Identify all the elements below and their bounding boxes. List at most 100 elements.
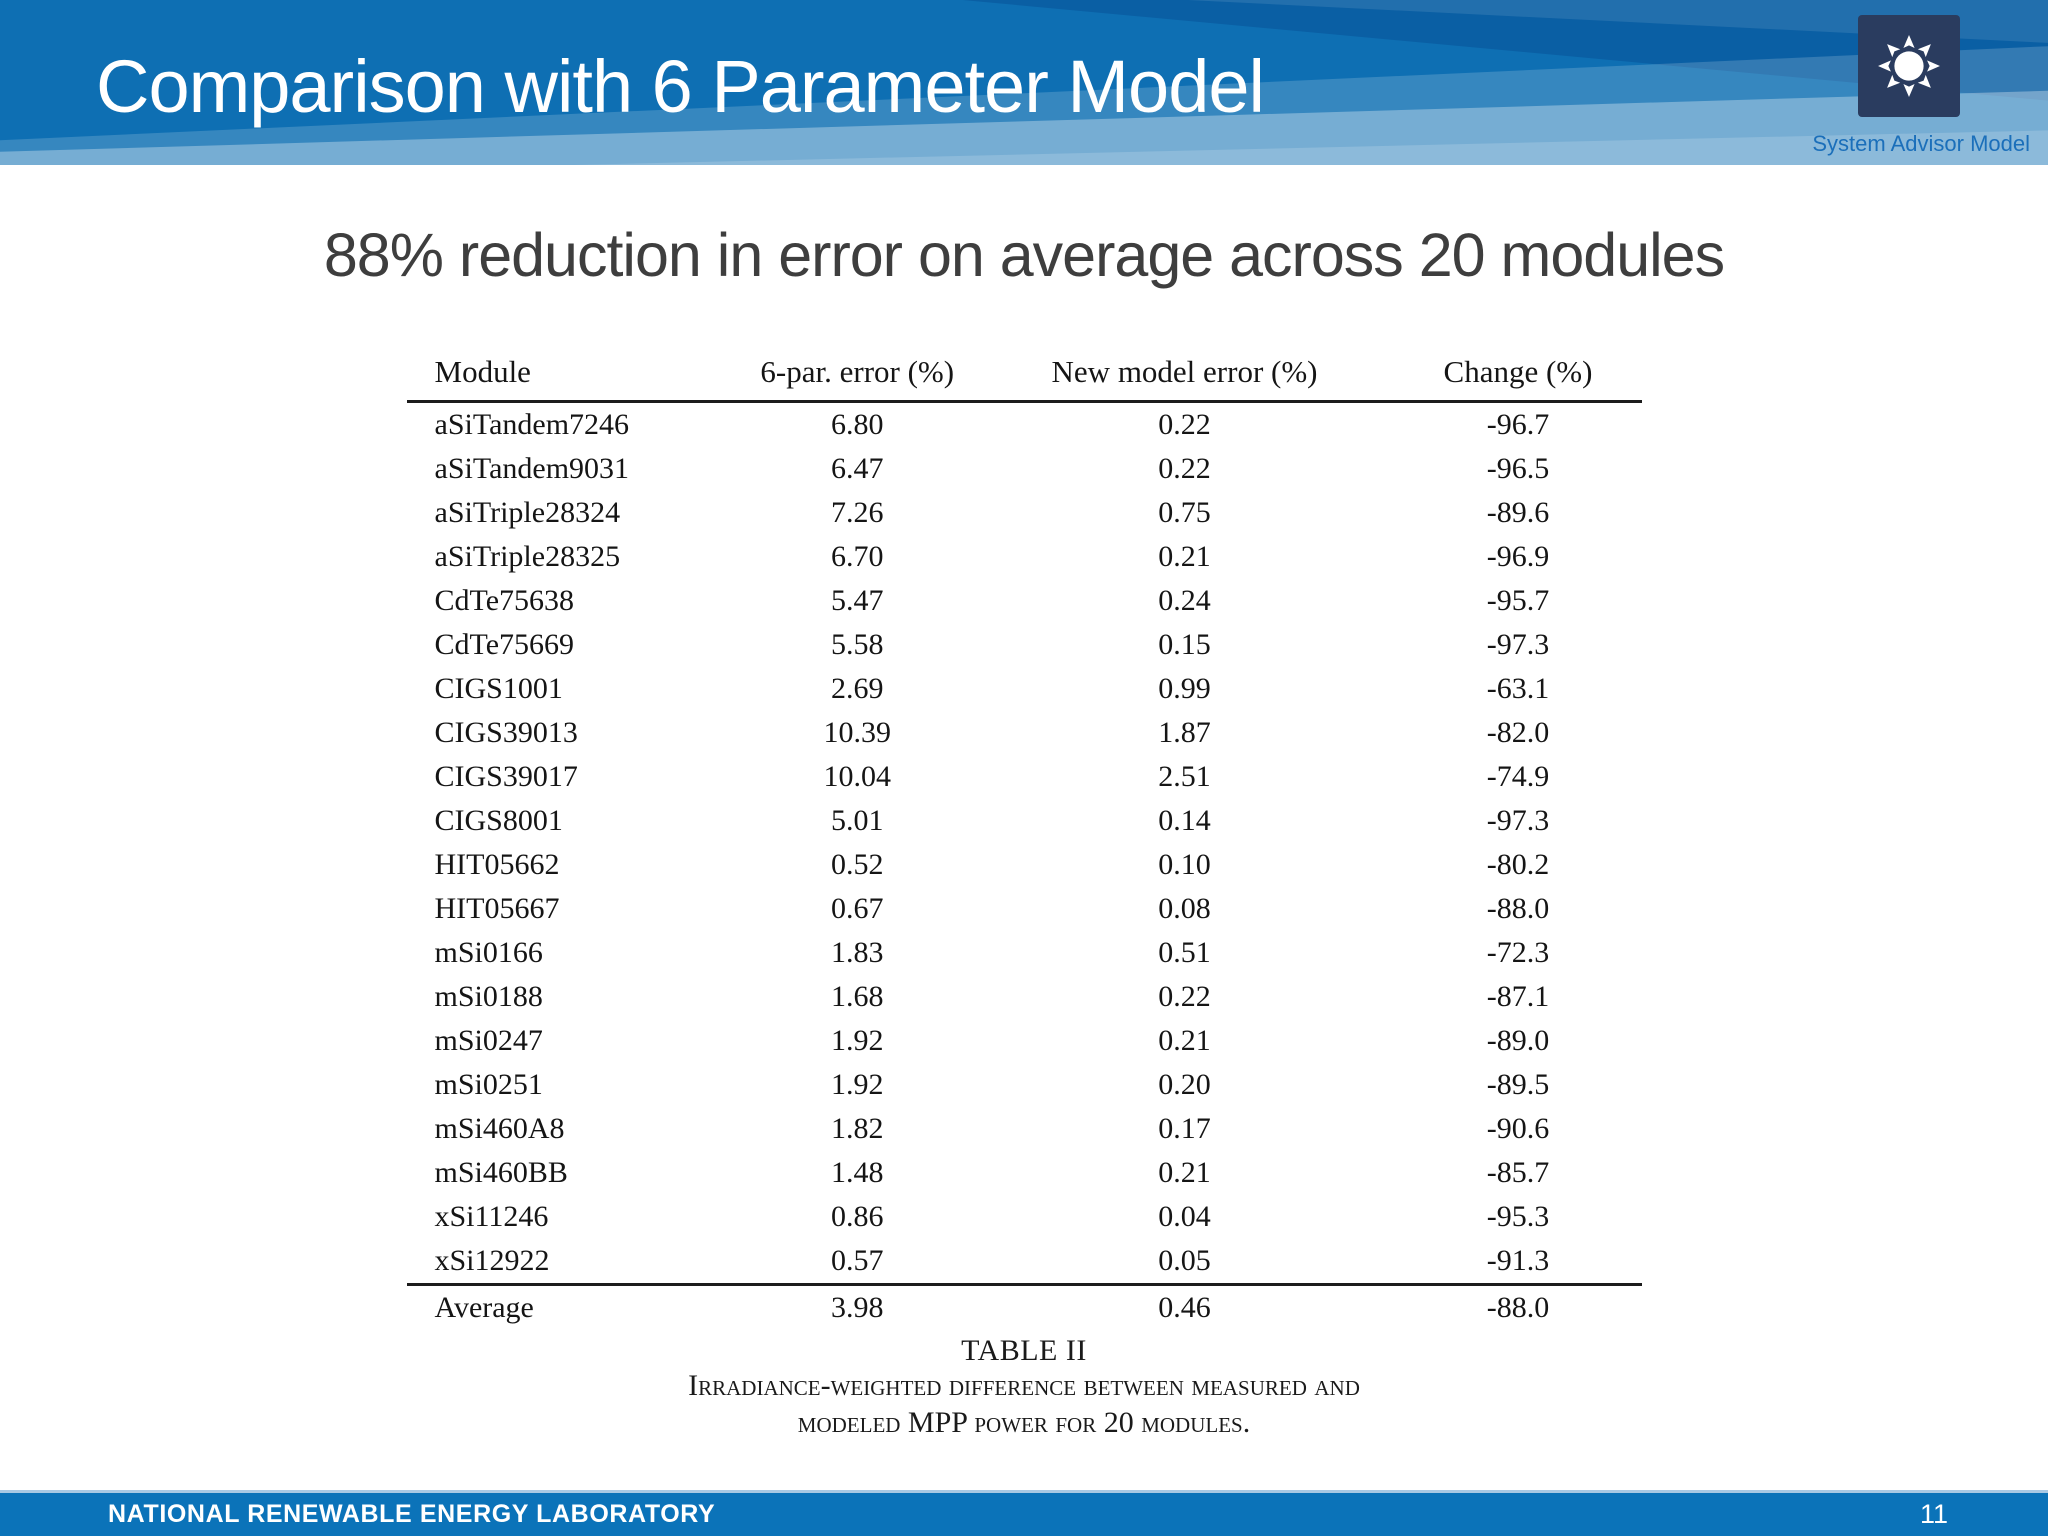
footer-organization: NATIONAL RENEWABLE ENERGY LABORATORY: [108, 1500, 716, 1528]
table-row: CIGS1001 2.69 0.99 -63.1: [407, 667, 1642, 711]
column-header-change: Change (%): [1394, 350, 1642, 403]
module-cell: CdTe75669: [434, 628, 575, 661]
module-cell: aSiTandem9031: [434, 452, 630, 485]
sun-icon: [1878, 35, 1940, 97]
module-cell: aSiTandem7246: [434, 408, 630, 441]
module-cell: xSi11246: [434, 1200, 549, 1233]
value-cell: 1.82: [831, 1112, 884, 1145]
table-row: CdTe75669 5.58 0.15 -97.3: [407, 623, 1642, 667]
value-cell: 0.22: [1158, 980, 1211, 1013]
table-row: aSiTriple28325 6.70 0.21 -96.9: [407, 535, 1642, 579]
value-cell: 0.75: [1158, 496, 1211, 529]
table-row: CIGS39017 10.04 2.51 -74.9: [407, 755, 1642, 799]
value-cell: -74.9: [1486, 760, 1550, 793]
footer-page-number: 11: [1919, 1499, 1948, 1529]
table-row: mSi0247 1.92 0.21 -89.0: [407, 1019, 1642, 1063]
module-cell: mSi0188: [434, 980, 543, 1013]
value-cell: -89.6: [1486, 496, 1550, 529]
table-caption-line1: Irradiance-weighted difference between m…: [688, 1369, 1360, 1402]
column-header-6par-error: 6-par. error (%): [739, 350, 975, 403]
value-cell: -95.3: [1486, 1200, 1550, 1233]
table-row: xSi12922 0.57 0.05 -91.3: [407, 1239, 1642, 1285]
value-cell: -87.1: [1486, 980, 1550, 1013]
value-cell: 6.70: [831, 540, 884, 573]
slide-footer: NATIONAL RENEWABLE ENERGY LABORATORY 11: [0, 1490, 2048, 1536]
value-cell: 5.47: [831, 584, 884, 617]
table-row: HIT05662 0.52 0.10 -80.2: [407, 843, 1642, 887]
table-body: aSiTandem7246 6.80 0.22 -96.7 aSiTandem9031 6…: [407, 402, 1642, 1285]
sam-logo-caption: System Advisor Model: [1812, 131, 2030, 156]
value-cell: -96.7: [1486, 408, 1550, 441]
value-cell: 10.04: [823, 760, 892, 793]
table-row: HIT05667 0.67 0.08 -88.0: [407, 887, 1642, 931]
value-cell: -96.9: [1486, 540, 1550, 573]
value-cell: -89.5: [1486, 1068, 1550, 1101]
value-cell: 0.04: [1158, 1200, 1211, 1233]
summary-value: 3.98: [739, 1283, 975, 1330]
value-cell: 0.05: [1158, 1244, 1211, 1277]
value-cell: -90.6: [1486, 1112, 1550, 1145]
table-row: CdTe75638 5.47 0.24 -95.7: [407, 579, 1642, 623]
value-cell: 0.10: [1158, 848, 1211, 881]
module-cell: mSi0251: [434, 1068, 543, 1101]
table-row: xSi11246 0.86 0.04 -95.3: [407, 1195, 1642, 1239]
value-cell: 0.22: [1158, 408, 1211, 441]
table-row: aSiTandem9031 6.47 0.22 -96.5: [407, 447, 1642, 491]
module-cell: mSi460A8: [434, 1112, 565, 1145]
value-cell: -89.0: [1486, 1024, 1550, 1057]
summary-label: Average: [406, 1283, 740, 1330]
value-cell: 0.21: [1158, 540, 1211, 573]
value-cell: 0.24: [1158, 584, 1211, 617]
value-cell: 0.15: [1158, 628, 1211, 661]
module-cell: CIGS8001: [434, 804, 563, 837]
value-cell: 2.69: [831, 672, 884, 705]
value-cell: 0.21: [1158, 1156, 1211, 1189]
value-cell: -96.5: [1486, 452, 1550, 485]
table-row: mSi460A8 1.82 0.17 -90.6: [407, 1107, 1642, 1151]
value-cell: 0.86: [831, 1200, 884, 1233]
value-cell: 5.01: [831, 804, 884, 837]
value-cell: -97.3: [1486, 628, 1550, 661]
table-row: CIGS39013 10.39 1.87 -82.0: [407, 711, 1642, 755]
value-cell: 0.57: [831, 1244, 884, 1277]
sam-logo: [1858, 15, 1960, 117]
module-cell: aSiTriple28324: [434, 496, 621, 529]
module-cell: HIT05662: [434, 848, 560, 881]
slide-header: Comparison with 6 Parameter Model: [0, 0, 2048, 165]
table-row: aSiTandem7246 6.80 0.22 -96.7: [407, 402, 1642, 448]
table-caption-title: TABLE II: [961, 1334, 1087, 1367]
value-cell: 0.08: [1158, 892, 1211, 925]
value-cell: -72.3: [1486, 936, 1550, 969]
module-cell: mSi0247: [434, 1024, 543, 1057]
value-cell: 1.68: [831, 980, 884, 1013]
summary-value: -88.0: [1394, 1283, 1642, 1330]
table-row: mSi0251 1.92 0.20 -89.5: [407, 1063, 1642, 1107]
table-summary-row: Average 3.98 0.46 -88.0: [406, 1283, 1642, 1330]
summary-value: 0.46: [974, 1283, 1395, 1330]
value-cell: 2.51: [1158, 760, 1211, 793]
value-cell: 1.92: [831, 1068, 884, 1101]
table-row: CIGS8001 5.01 0.14 -97.3: [407, 799, 1642, 843]
table-row: aSiTriple28324 7.26 0.75 -89.6: [407, 491, 1642, 535]
value-cell: -95.7: [1486, 584, 1550, 617]
value-cell: 0.21: [1158, 1024, 1211, 1057]
table-caption: TABLE II Irradiance-weighted difference …: [407, 1334, 1642, 1441]
value-cell: 1.48: [831, 1156, 884, 1189]
module-cell: CIGS1001: [434, 672, 563, 705]
value-cell: -91.3: [1486, 1244, 1550, 1277]
column-header-module: Module: [406, 350, 740, 403]
module-cell: mSi460BB: [434, 1156, 568, 1189]
module-cell: mSi0166: [434, 936, 543, 969]
slide-subtitle: 88% reduction in error on average across…: [323, 221, 1725, 289]
value-cell: -82.0: [1486, 716, 1550, 749]
value-cell: 10.39: [823, 716, 892, 749]
value-cell: 0.51: [1158, 936, 1211, 969]
module-cell: CIGS39017: [434, 760, 578, 793]
table-row: mSi0188 1.68 0.22 -87.1: [407, 975, 1642, 1019]
value-cell: 0.20: [1158, 1068, 1211, 1101]
table-row: mSi460BB 1.48 0.21 -85.7: [407, 1151, 1642, 1195]
module-cell: xSi12922: [434, 1244, 550, 1277]
table-caption-line2: modeled MPP power for 20 modules.: [797, 1405, 1251, 1439]
value-cell: 1.83: [831, 936, 884, 969]
